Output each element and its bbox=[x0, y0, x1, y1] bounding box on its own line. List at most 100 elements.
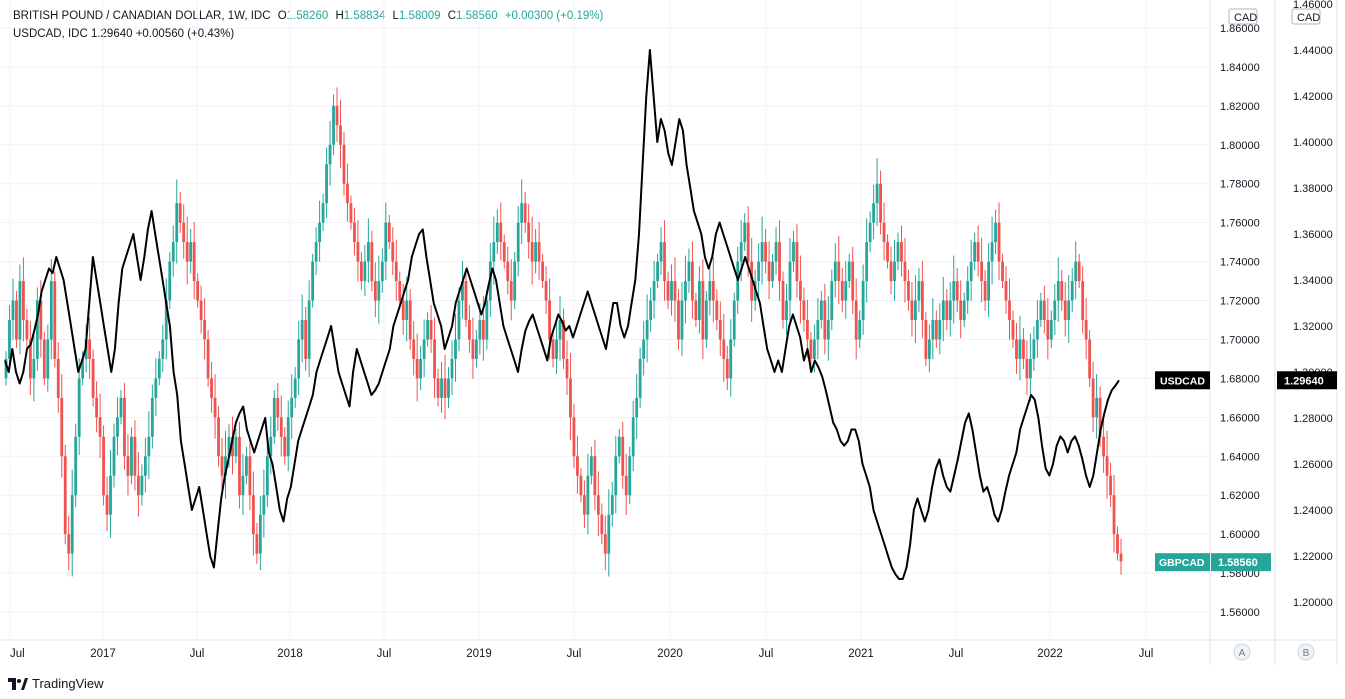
candle bbox=[663, 220, 666, 301]
candle-body bbox=[704, 300, 708, 340]
candle-body bbox=[206, 339, 210, 379]
candle-body bbox=[339, 125, 342, 145]
candle bbox=[562, 308, 565, 370]
candle bbox=[290, 374, 294, 439]
candle bbox=[680, 282, 684, 357]
candle-body bbox=[461, 281, 464, 301]
candle-body bbox=[833, 261, 837, 282]
candle bbox=[569, 352, 572, 441]
candle bbox=[426, 312, 430, 347]
candle-body bbox=[46, 339, 50, 379]
candle bbox=[342, 131, 346, 196]
candle bbox=[785, 283, 788, 335]
candle bbox=[840, 267, 844, 313]
candle bbox=[1084, 298, 1088, 360]
candle bbox=[879, 170, 882, 235]
x-tick-label: Jul bbox=[377, 648, 392, 660]
candle-body bbox=[851, 261, 855, 301]
candle bbox=[934, 310, 938, 349]
candle-body bbox=[88, 339, 92, 359]
candle bbox=[757, 243, 761, 298]
x-tick-label: 2019 bbox=[466, 648, 492, 660]
candle bbox=[42, 331, 46, 386]
candle bbox=[966, 266, 970, 314]
axis-a-button-bg bbox=[1233, 643, 1251, 661]
candle-body bbox=[342, 144, 346, 184]
axis-b-button[interactable]: B bbox=[1297, 643, 1315, 661]
candle bbox=[631, 400, 635, 472]
candle bbox=[502, 234, 506, 269]
candle bbox=[617, 429, 621, 464]
candle-body bbox=[398, 281, 402, 301]
candle-body bbox=[663, 242, 666, 282]
candle bbox=[199, 285, 203, 334]
tradingview-logo-icon bbox=[8, 677, 28, 690]
candle-body bbox=[450, 358, 454, 379]
candle-body bbox=[990, 242, 994, 262]
candle-body bbox=[370, 242, 374, 282]
usdcad-price-tag bbox=[1277, 371, 1337, 390]
candle-body bbox=[826, 320, 830, 340]
candle bbox=[718, 301, 722, 357]
candle-body bbox=[610, 495, 614, 515]
candle bbox=[307, 280, 311, 378]
candle bbox=[551, 329, 555, 368]
left-tick-label: 1.86000 bbox=[1220, 23, 1260, 35]
candle bbox=[997, 202, 1001, 280]
candle-body bbox=[583, 495, 586, 515]
candle-body bbox=[659, 242, 663, 262]
candle-body bbox=[1008, 300, 1011, 320]
candle bbox=[210, 361, 213, 413]
candle bbox=[983, 269, 987, 311]
axis-a-button[interactable]: A bbox=[1233, 643, 1251, 661]
candle-body bbox=[701, 281, 705, 340]
candle-body bbox=[426, 320, 430, 340]
candle-body bbox=[258, 514, 262, 554]
candle bbox=[429, 305, 433, 353]
candle-body bbox=[722, 339, 726, 359]
candle-body bbox=[642, 339, 646, 359]
candle bbox=[450, 340, 454, 395]
candle bbox=[255, 522, 259, 564]
candle-body bbox=[405, 300, 409, 320]
candle bbox=[314, 227, 318, 275]
candle bbox=[182, 204, 186, 259]
candle bbox=[670, 264, 673, 316]
candle-body bbox=[1060, 281, 1064, 301]
candle-body bbox=[196, 281, 200, 301]
candle-body bbox=[576, 456, 579, 476]
candle bbox=[168, 252, 172, 310]
candle bbox=[46, 324, 50, 392]
gbpcad-price-label: 1.58560 bbox=[1218, 557, 1258, 569]
candle bbox=[328, 121, 332, 186]
candle-body bbox=[157, 358, 161, 379]
candle bbox=[576, 436, 579, 494]
candle bbox=[18, 264, 22, 355]
candle bbox=[945, 289, 949, 331]
right-tick-label: 1.38000 bbox=[1293, 183, 1333, 195]
candle bbox=[377, 255, 381, 324]
candle bbox=[837, 236, 841, 305]
candle-body bbox=[454, 339, 457, 359]
candle-body bbox=[837, 261, 841, 282]
tradingview-watermark[interactable]: TradingView bbox=[8, 676, 104, 691]
candle-body bbox=[680, 300, 684, 340]
candle bbox=[854, 278, 858, 360]
candle bbox=[251, 471, 255, 556]
candle-body bbox=[293, 378, 297, 398]
candle bbox=[858, 310, 862, 349]
candle-body bbox=[666, 281, 670, 301]
right-tick-label: 1.24000 bbox=[1293, 505, 1333, 517]
candle bbox=[189, 229, 193, 274]
candle-body bbox=[617, 436, 621, 457]
candle-body bbox=[879, 183, 882, 223]
candle bbox=[851, 246, 855, 314]
candle-body bbox=[363, 261, 367, 282]
candle-body bbox=[22, 281, 25, 320]
candle-body bbox=[1042, 300, 1046, 320]
candle bbox=[1025, 340, 1029, 395]
candle bbox=[809, 331, 813, 366]
candle bbox=[143, 437, 147, 493]
